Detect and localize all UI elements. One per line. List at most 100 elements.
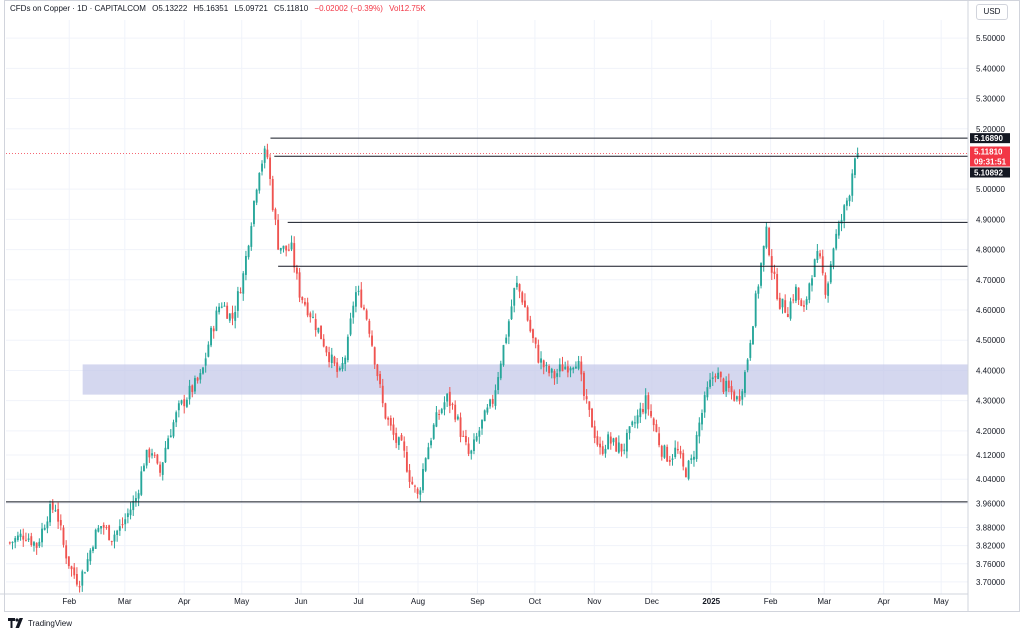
candle-up (236, 291, 239, 311)
candle-up (845, 200, 848, 206)
candle-up (634, 422, 636, 424)
candle-down (566, 366, 569, 373)
candle-down (212, 328, 215, 332)
candle-down (400, 435, 403, 441)
candle-up (816, 251, 819, 261)
candle-down (30, 536, 33, 546)
close-value: C5.11810 (274, 4, 309, 13)
candle-up (54, 510, 57, 512)
candle-down (384, 403, 387, 419)
candle-up (569, 368, 572, 371)
candle-up (456, 416, 459, 420)
candle-down (776, 274, 779, 300)
candle-up (344, 357, 347, 365)
candle-down (102, 524, 105, 528)
y-tick-label: 4.70000 (976, 276, 1005, 285)
candle-up (255, 189, 258, 203)
candle-down (379, 374, 382, 385)
y-tick-label: 5.50000 (976, 34, 1005, 43)
candle-down (714, 376, 717, 378)
candle-down (231, 312, 234, 319)
candle-down (274, 209, 277, 220)
candle-down (650, 411, 652, 417)
candle-down (676, 448, 679, 451)
candle-down (580, 361, 583, 375)
candle-up (725, 380, 728, 392)
candle-up (486, 407, 489, 413)
candle-up (330, 354, 333, 364)
candle-down (524, 300, 526, 308)
candle-up (577, 360, 580, 369)
candle-up (11, 541, 14, 543)
candle-down (601, 446, 604, 454)
candle-up (151, 453, 153, 456)
candle-up (556, 373, 559, 377)
candle-down (51, 502, 54, 510)
candle-up (349, 318, 352, 335)
y-tick-label: 3.76000 (976, 560, 1005, 569)
candle-up (663, 445, 666, 458)
candle-up (572, 367, 575, 370)
candle-up (89, 550, 92, 562)
candle-up (86, 559, 89, 571)
candle-up (253, 200, 255, 225)
candle-down (67, 556, 70, 567)
candle-up (432, 424, 435, 439)
x-tick-label: Jul (353, 597, 363, 606)
candle-up (27, 538, 30, 540)
candle-up (644, 395, 647, 414)
x-tick-label: Apr (178, 597, 191, 606)
candle-down (306, 302, 309, 316)
candle-down (75, 573, 78, 585)
price-label: 5.11810 (974, 148, 1003, 157)
chart-frame (4, 0, 1020, 612)
candle-down (35, 542, 38, 548)
symbol-title[interactable]: CFDs on Copper · 1D · CAPITALCOM (10, 4, 146, 13)
y-tick-label: 3.82000 (976, 542, 1005, 551)
candle-up (137, 493, 140, 499)
x-tick-label: Feb (764, 597, 778, 606)
candle-down (518, 284, 521, 292)
candle-up (794, 286, 797, 301)
footer-branding[interactable]: TradingView (8, 618, 72, 628)
candle-down (196, 377, 199, 381)
x-tick-label: Feb (62, 597, 76, 606)
x-tick-label: Apr (877, 597, 890, 606)
candle-down (797, 287, 800, 300)
candle-up (113, 534, 116, 542)
candle-up (515, 282, 518, 288)
candle-up (84, 572, 86, 574)
candle-down (333, 356, 336, 364)
candle-up (180, 400, 183, 404)
candle-up (754, 293, 757, 327)
candle-down (368, 320, 371, 334)
candle-up (832, 248, 835, 266)
candle-up (33, 542, 35, 546)
candle-up (505, 337, 508, 343)
support-zone (82, 364, 969, 395)
candle-down (414, 485, 416, 487)
candle-down (719, 371, 722, 378)
currency-button[interactable]: USD (976, 4, 1008, 20)
candle-down (537, 344, 540, 363)
candle-down (360, 289, 363, 308)
candle-up (443, 402, 446, 410)
candle-up (494, 390, 497, 406)
candle-up (805, 299, 808, 305)
candle-down (668, 459, 671, 462)
candle-up (475, 436, 478, 441)
price-chart[interactable]: 5.50000 5.40000 5.30000 5.20000 5.00000 4.900… (0, 0, 1024, 612)
candle-up (282, 245, 285, 249)
candle-up (848, 195, 851, 202)
candle-down (298, 272, 301, 298)
candle-up (242, 273, 245, 294)
x-tick-label: May (934, 597, 949, 606)
candle-up (636, 415, 639, 424)
candle-up (757, 286, 760, 294)
candle-down (803, 305, 805, 307)
candle-up (671, 458, 674, 460)
candle-up (49, 504, 52, 523)
candle-up (354, 292, 357, 307)
candle-up (574, 366, 577, 369)
candle-up (746, 359, 749, 371)
